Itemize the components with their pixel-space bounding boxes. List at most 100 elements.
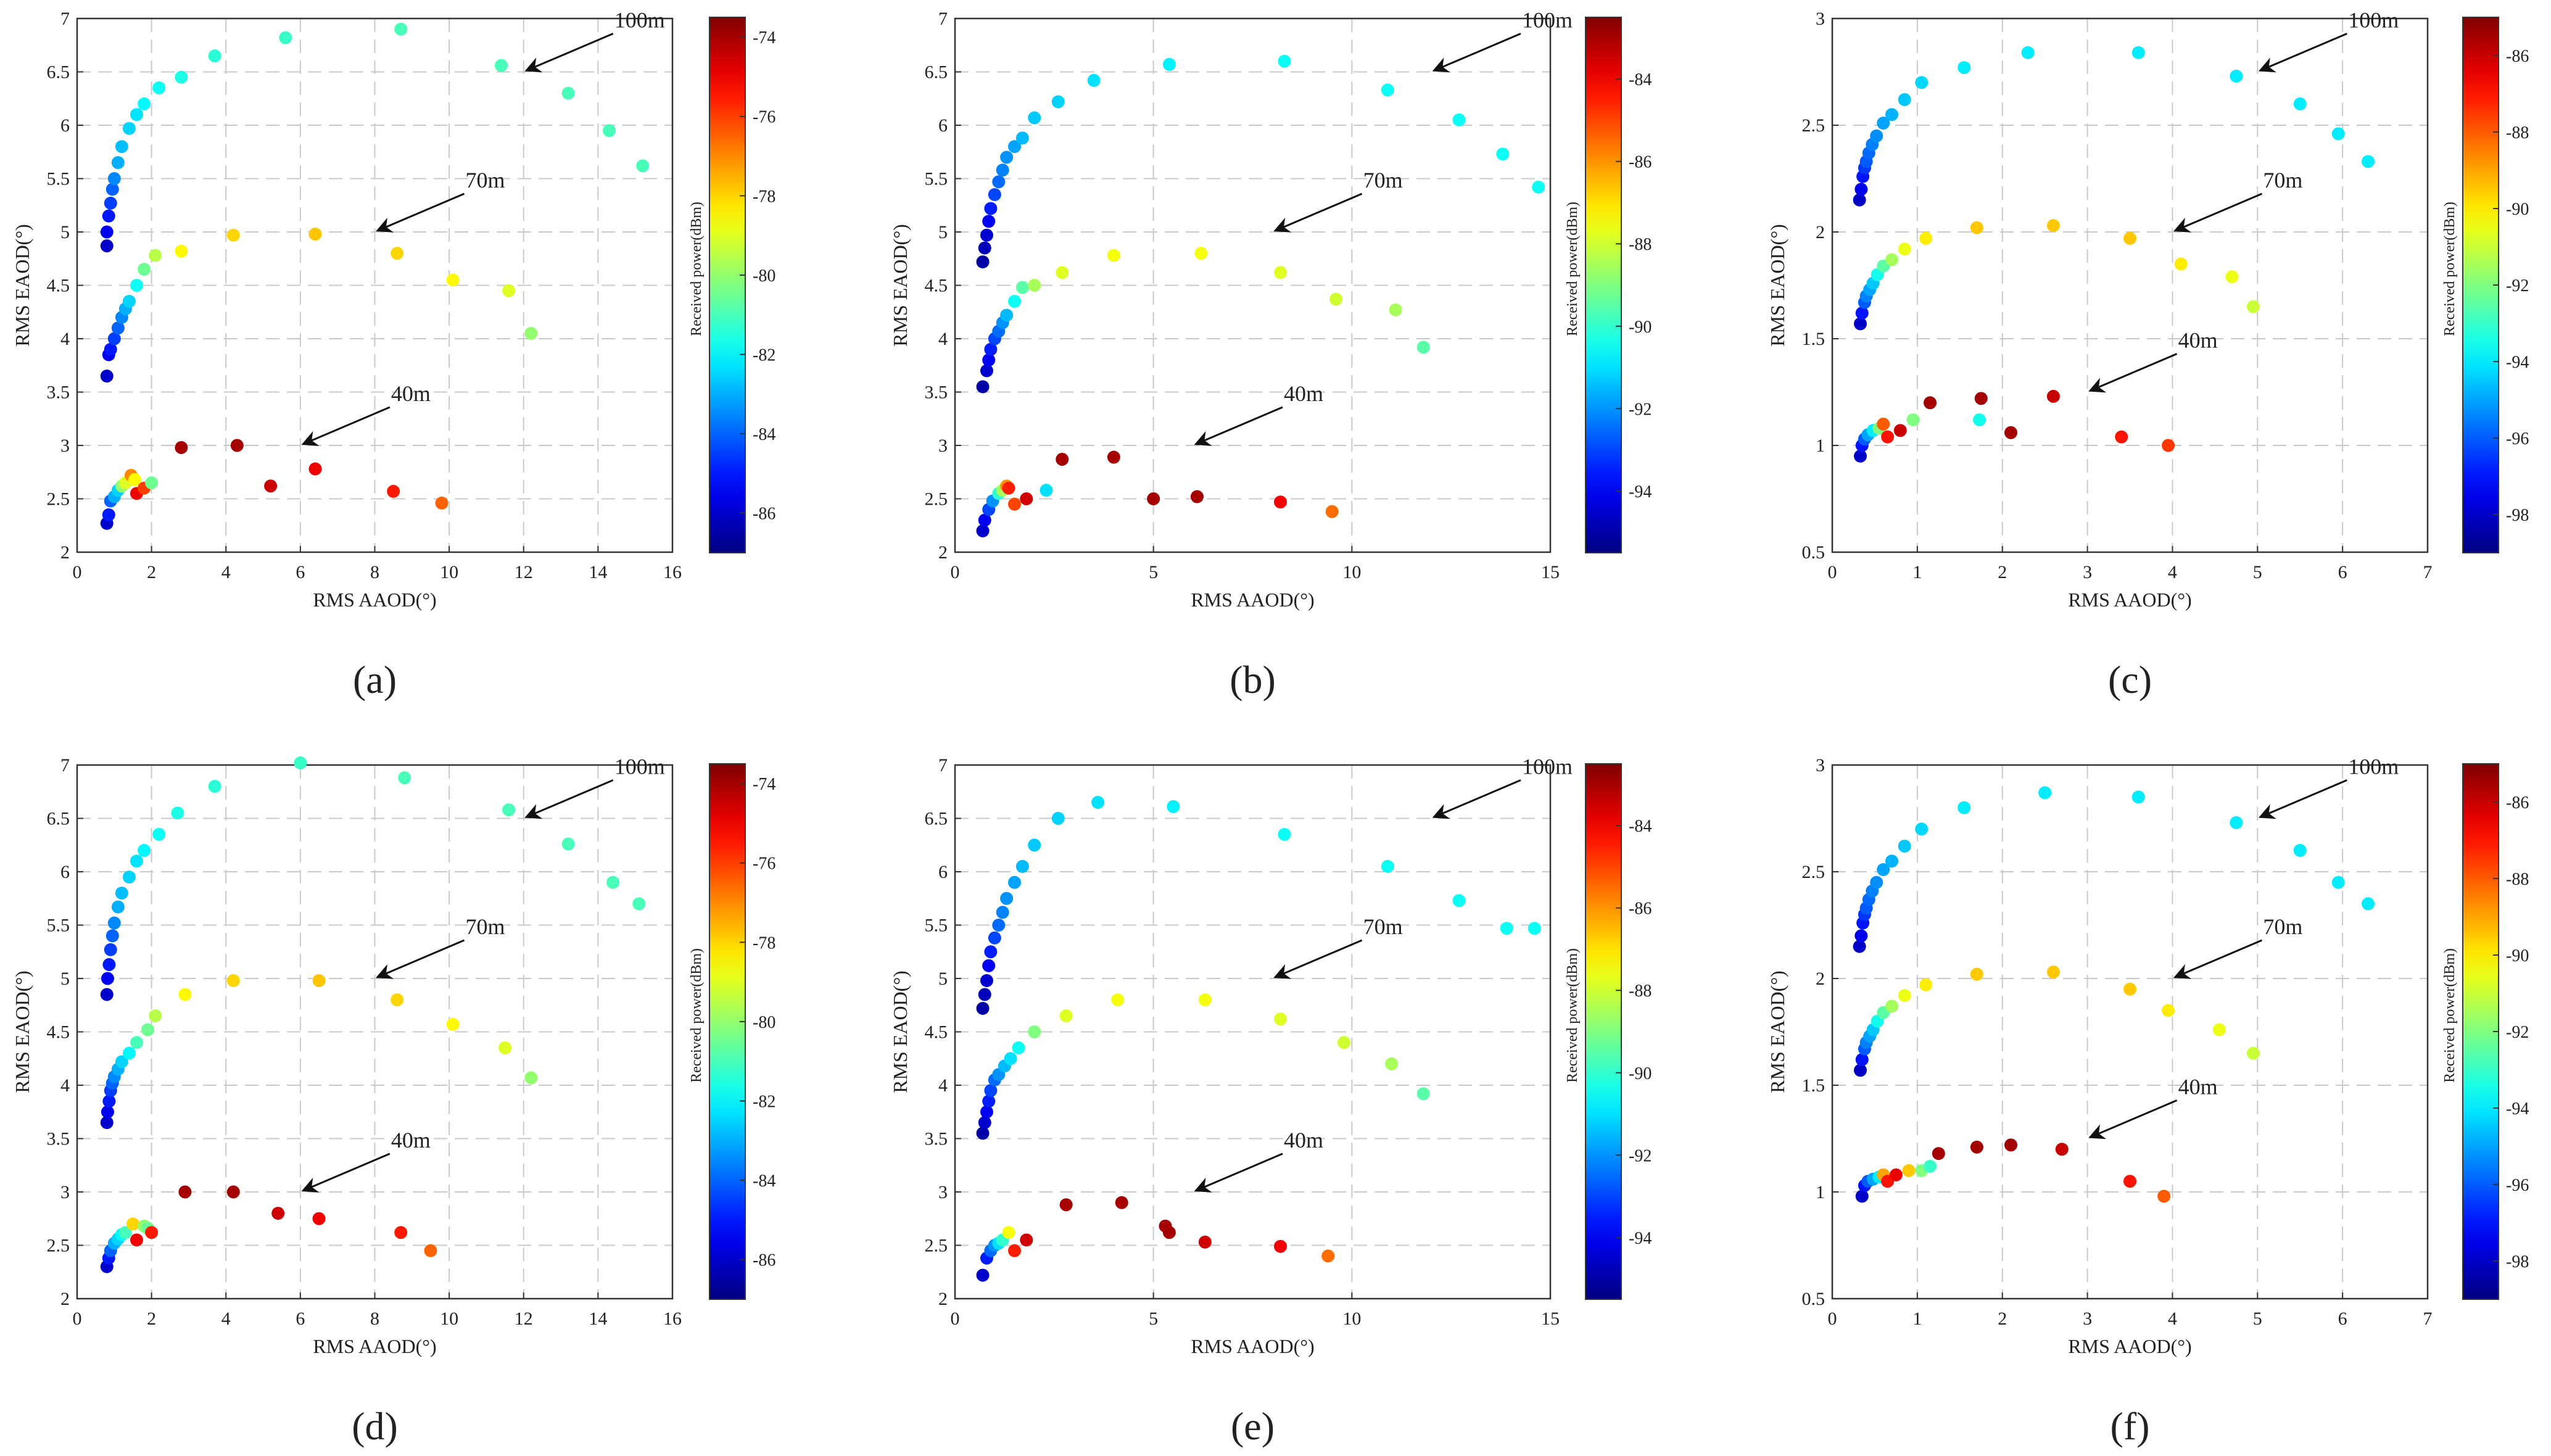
data-point bbox=[2362, 155, 2375, 168]
data-point bbox=[1162, 57, 1176, 71]
colorbar-tick-label: -82 bbox=[753, 346, 775, 365]
data-point bbox=[175, 441, 188, 454]
x-tick-label: 10 bbox=[440, 1309, 458, 1329]
annotation-arrow bbox=[1273, 939, 1363, 979]
data-point bbox=[1321, 1249, 1335, 1263]
x-tick-label: 5 bbox=[1149, 1309, 1158, 1329]
series-70m bbox=[1853, 219, 2260, 331]
data-point bbox=[984, 342, 998, 356]
data-point bbox=[130, 1036, 143, 1049]
data-point bbox=[1853, 940, 1866, 953]
colorbar-tick-label: -76 bbox=[753, 108, 775, 127]
colorbar-label: Received power(dBm) bbox=[1565, 202, 1581, 336]
data-point bbox=[1496, 147, 1510, 161]
data-point bbox=[1853, 1064, 1867, 1077]
data-point bbox=[2230, 69, 2243, 83]
panel-caption: (f) bbox=[2111, 1404, 2150, 1448]
annotation-label: 40m bbox=[1284, 381, 1323, 406]
x-tick-label: 2 bbox=[1998, 562, 2007, 582]
data-point bbox=[138, 843, 151, 857]
y-tick-label: 4 bbox=[60, 329, 70, 349]
data-point bbox=[387, 484, 400, 498]
annotation-arrow bbox=[1273, 192, 1363, 233]
colorbar bbox=[1585, 763, 1622, 1300]
data-point bbox=[1500, 922, 1513, 935]
data-point bbox=[111, 156, 125, 170]
data-point bbox=[279, 31, 292, 44]
data-point bbox=[446, 1017, 460, 1031]
data-point bbox=[226, 974, 240, 987]
data-point bbox=[175, 244, 188, 258]
data-point bbox=[561, 86, 575, 100]
y-tick-label: 2.5 bbox=[925, 1236, 948, 1256]
y-tick-label: 3.5 bbox=[925, 1129, 948, 1149]
data-point bbox=[102, 209, 115, 223]
y-tick-label: 4 bbox=[60, 1075, 70, 1096]
data-point bbox=[1000, 308, 1014, 322]
data-point bbox=[976, 1001, 990, 1015]
data-point bbox=[1015, 281, 1029, 294]
colorbar-tick-label: -92 bbox=[2506, 1023, 2529, 1042]
data-point bbox=[498, 1041, 512, 1054]
data-point bbox=[1000, 151, 1014, 164]
data-point bbox=[308, 462, 322, 476]
annotation-label: 40m bbox=[391, 1128, 431, 1152]
data-point bbox=[980, 974, 993, 987]
data-point bbox=[1274, 1012, 1288, 1026]
data-point bbox=[122, 871, 136, 884]
panel-caption: (c) bbox=[2108, 658, 2152, 701]
data-point bbox=[138, 263, 151, 276]
annotation-label: 70m bbox=[1363, 168, 1403, 192]
data-point bbox=[171, 806, 184, 820]
x-tick-label: 1 bbox=[1912, 1309, 1922, 1329]
data-point bbox=[1389, 303, 1402, 316]
y-tick-label: 5 bbox=[60, 969, 70, 989]
data-point bbox=[2123, 982, 2136, 996]
data-point bbox=[175, 70, 188, 84]
annotation-arrow bbox=[301, 1152, 391, 1193]
data-point bbox=[1274, 495, 1288, 509]
x-tick-label: 0 bbox=[1828, 1309, 1837, 1329]
series-70m bbox=[976, 247, 1430, 394]
data-point bbox=[1532, 180, 1545, 194]
data-point bbox=[1889, 1168, 1903, 1181]
annotation-arrow bbox=[524, 33, 614, 73]
series-70m bbox=[1853, 966, 2260, 1077]
annotation-arrow bbox=[1194, 1152, 1283, 1193]
colorbar-tick-label: -88 bbox=[1629, 982, 1652, 1001]
data-point bbox=[122, 1046, 136, 1060]
x-axis-label: RMS AAOD(°) bbox=[1191, 1335, 1314, 1357]
data-point bbox=[122, 294, 136, 308]
x-tick-label: 8 bbox=[370, 1309, 379, 1329]
data-point bbox=[1924, 396, 1937, 410]
annotation-label: 40m bbox=[1284, 1128, 1323, 1152]
data-point bbox=[976, 380, 990, 394]
data-point bbox=[976, 255, 990, 268]
data-point bbox=[1958, 801, 1971, 814]
x-tick-label: 5 bbox=[1149, 562, 1158, 582]
data-point bbox=[1381, 83, 1394, 97]
colorbar bbox=[1585, 17, 1622, 553]
y-axis-label: RMS EAOD(°) bbox=[1766, 224, 1788, 347]
colorbar-tick-label: -82 bbox=[753, 1093, 775, 1112]
data-point bbox=[2293, 843, 2307, 857]
colorbar-tick-label: -86 bbox=[2506, 47, 2529, 66]
data-point bbox=[1274, 1239, 1288, 1253]
data-point bbox=[1056, 266, 1069, 279]
grid-lines bbox=[955, 765, 1550, 1299]
y-tick-label: 6.5 bbox=[925, 62, 948, 83]
data-point bbox=[2123, 231, 2136, 245]
data-point bbox=[111, 321, 125, 335]
annotation-arrow bbox=[2173, 192, 2263, 233]
plot-frame bbox=[954, 17, 1552, 553]
data-point bbox=[1008, 497, 1021, 511]
colorbar bbox=[709, 17, 746, 553]
colorbar-tick-label: -78 bbox=[753, 933, 775, 953]
x-tick-label: 10 bbox=[440, 562, 458, 582]
y-axis-label: RMS EAOD(°) bbox=[11, 970, 33, 1093]
data-point bbox=[178, 988, 192, 1001]
data-point bbox=[1008, 875, 1021, 889]
colorbar-tick-label: -74 bbox=[753, 775, 775, 794]
